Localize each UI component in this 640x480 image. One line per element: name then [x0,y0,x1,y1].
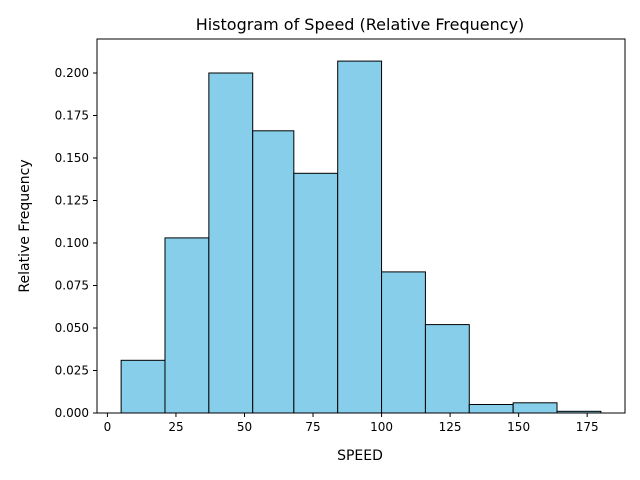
x-tick-label: 150 [507,420,530,434]
histogram-bar [381,271,426,414]
chart-title: Histogram of Speed (Relative Frequency) [196,15,525,34]
histogram-bar [337,60,383,414]
axes-frame [96,38,626,414]
histogram-bar [252,130,295,414]
y-axis-label: Relative Frequency [17,159,33,292]
histogram-bar [293,172,339,414]
histogram-bar [120,359,166,414]
x-tick-label: 75 [305,420,320,434]
bars-group [120,60,602,414]
histogram-bar [468,404,514,414]
x-tick-label: 125 [439,420,462,434]
x-axis-ticks: 0 25 50 75 100 125 150 175 [104,413,599,434]
y-axis-ticks: 0.000 0.025 0.050 0.075 0.100 0.125 0.150 0.175… [55,66,97,420]
y-tick-label: 0.075 [55,279,89,293]
histogram-bar [512,402,558,414]
y-tick-label: 0.200 [55,66,89,80]
histogram-bar [164,237,210,414]
y-tick-label: 0.100 [55,236,89,250]
y-tick-label: 0.000 [55,406,89,420]
y-tick-label: 0.125 [55,194,89,208]
y-tick-label: 0.025 [55,364,89,378]
x-tick-label: 175 [576,420,599,434]
x-tick-label: 25 [168,420,183,434]
y-tick-label: 0.175 [55,109,89,123]
histogram-bar [424,324,470,414]
x-axis-label: SPEED [337,448,383,464]
x-tick-label: 0 [104,420,112,434]
x-tick-label: 50 [237,420,252,434]
x-tick-label: 100 [370,420,393,434]
histogram-bar [208,72,254,414]
y-tick-label: 0.050 [55,321,89,335]
y-tick-label: 0.150 [55,151,89,165]
